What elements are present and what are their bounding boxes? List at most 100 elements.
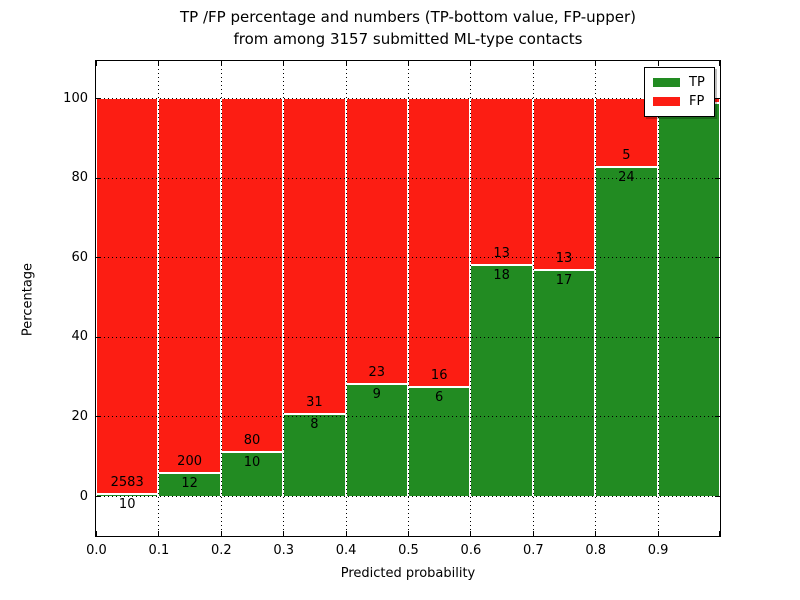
bar-segment-tp xyxy=(220,451,284,496)
fp-count-label: 80 xyxy=(243,432,261,448)
x-tick-mark xyxy=(96,531,97,536)
legend-item-tp: TP xyxy=(653,73,705,92)
x-tick-mark xyxy=(657,61,659,66)
bar-segment-tp xyxy=(595,166,658,496)
x-tick-mark xyxy=(719,531,720,536)
tp-legend-swatch xyxy=(653,78,680,87)
chart-title-line-1: TP /FP percentage and numbers (TP-bottom… xyxy=(180,8,636,26)
x-tick-mark xyxy=(283,61,285,66)
y-tick-mark xyxy=(96,496,101,497)
grid-line-horizontal xyxy=(96,257,720,259)
x-tick-label: 0.8 xyxy=(585,543,607,558)
fp-count-label: 200 xyxy=(177,454,202,470)
tp-count-label: 9 xyxy=(372,387,381,403)
fp-count-label: 13 xyxy=(493,245,510,261)
x-tick-mark xyxy=(283,531,285,536)
fp-count-label: 23 xyxy=(368,365,386,381)
y-tick-mark xyxy=(715,98,720,99)
bar-segment-fp xyxy=(345,98,408,385)
x-tick-label: 0.3 xyxy=(273,543,295,558)
y-axis-label: Percentage xyxy=(20,262,36,337)
x-tick-label: 0.6 xyxy=(460,543,482,558)
plot-area: 25831020012801031823916613181317524178 xyxy=(95,60,721,537)
tp-count-label: 18 xyxy=(493,267,510,283)
grid-line-vertical xyxy=(657,61,659,536)
x-tick-label: 0.4 xyxy=(335,543,357,558)
x-tick-mark xyxy=(220,531,222,536)
grid-line-vertical xyxy=(532,61,534,536)
x-tick-mark xyxy=(158,531,160,536)
bar-segment-fp xyxy=(470,98,533,265)
x-tick-label: 0.0 xyxy=(86,543,107,558)
x-tick-mark xyxy=(470,61,472,66)
x-tick-mark xyxy=(595,531,597,536)
tp-count-label: 17 xyxy=(555,273,573,289)
y-tick-mark xyxy=(96,98,101,99)
x-tick-mark xyxy=(719,61,720,66)
y-tick-label: 60 xyxy=(71,249,88,265)
chart-title-line-2: from among 3157 submitted ML-type contac… xyxy=(233,30,583,48)
y-tick-label: 40 xyxy=(71,329,88,345)
y-tick-mark xyxy=(715,496,720,497)
legend-label-fp: FP xyxy=(689,94,705,109)
bar-segment-tp xyxy=(96,494,159,496)
grid-line-horizontal xyxy=(96,98,720,99)
x-tick-mark xyxy=(345,61,347,66)
fp-count-label: 16 xyxy=(430,368,448,384)
tp-count-label: 6 xyxy=(435,390,444,406)
grid-line-vertical xyxy=(220,61,222,536)
x-tick-mark xyxy=(657,531,659,536)
legend-item-fp: FP xyxy=(653,92,705,111)
x-tick-mark xyxy=(220,61,222,66)
tp-count-label: 10 xyxy=(243,454,261,470)
legend: TP FP xyxy=(644,67,715,117)
y-tick-mark xyxy=(96,257,101,259)
x-tick-mark xyxy=(158,61,160,66)
x-tick-mark xyxy=(532,61,534,66)
x-tick-mark xyxy=(532,531,534,536)
grid-line-horizontal xyxy=(96,336,720,338)
grid-line-vertical xyxy=(345,61,347,536)
grid-line-vertical xyxy=(595,61,597,536)
y-tick-mark xyxy=(715,257,720,259)
x-tick-mark xyxy=(595,61,597,66)
bar-segment-fp xyxy=(220,98,284,452)
bar-segment-fp xyxy=(283,98,346,415)
y-tick-mark xyxy=(715,336,720,338)
fp-legend-swatch xyxy=(653,97,680,106)
x-tick-label: 0.5 xyxy=(398,543,419,558)
bar-segment-tp xyxy=(657,103,720,496)
y-tick-mark xyxy=(96,416,101,418)
fp-count-label: 5 xyxy=(622,147,631,163)
tp-count-label: 12 xyxy=(181,476,198,492)
fp-count-label: 13 xyxy=(555,251,573,267)
y-tick-mark xyxy=(96,336,101,338)
x-tick-label: 0.2 xyxy=(210,543,232,558)
grid-line-vertical xyxy=(158,61,160,536)
x-tick-label: 0.9 xyxy=(647,543,669,558)
x-tick-mark xyxy=(470,531,472,536)
grid-line-horizontal xyxy=(96,177,720,179)
x-tick-mark xyxy=(96,61,97,66)
y-tick-label: 0 xyxy=(79,488,88,504)
grid-line-horizontal xyxy=(96,416,720,418)
grid-line-horizontal xyxy=(96,496,720,497)
bar-segment-tp xyxy=(283,414,346,496)
y-tick-mark xyxy=(715,177,720,179)
x-axis-label: Predicted probability xyxy=(340,566,476,581)
y-tick-label: 20 xyxy=(71,408,88,424)
grid-line-vertical xyxy=(470,61,472,536)
bar-segment-fp xyxy=(96,98,159,495)
grid-line-vertical xyxy=(408,61,409,536)
x-tick-label: 0.1 xyxy=(148,543,170,558)
y-tick-label: 100 xyxy=(63,90,88,106)
x-tick-mark xyxy=(345,531,347,536)
tp-count-label: 8 xyxy=(310,417,319,433)
y-tick-mark xyxy=(96,177,101,179)
tp-count-label: 24 xyxy=(618,169,635,185)
x-tick-label: 0.7 xyxy=(522,543,544,558)
y-tick-mark xyxy=(715,416,720,418)
x-tick-mark xyxy=(408,61,409,66)
y-tick-label: 80 xyxy=(71,170,88,186)
